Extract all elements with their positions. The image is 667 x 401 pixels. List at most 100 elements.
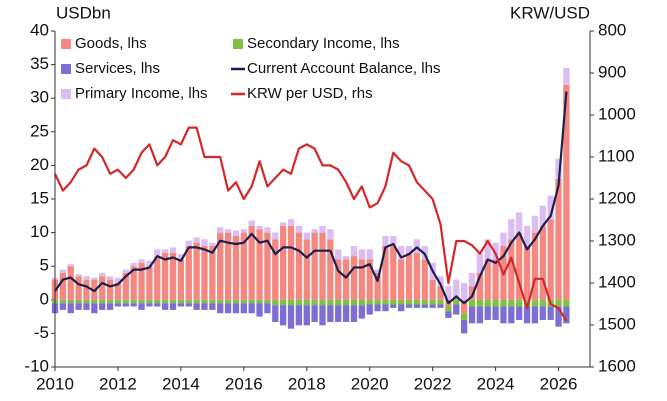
bar (146, 260, 153, 267)
bar (83, 299, 90, 304)
bar (272, 305, 279, 322)
bar (99, 299, 106, 304)
bar (421, 299, 428, 305)
bar (185, 303, 192, 307)
x-tick-label: 2014 (162, 374, 200, 393)
bar (350, 305, 358, 322)
bar (508, 306, 515, 324)
bar (177, 254, 185, 260)
bar (555, 158, 562, 179)
bar (539, 299, 546, 307)
bar (264, 299, 271, 304)
bar (280, 225, 287, 300)
bar (476, 252, 483, 273)
x-tick-label: 2022 (414, 374, 452, 393)
y2-tick-label: 900 (598, 62, 626, 81)
bar (138, 262, 145, 300)
bar (217, 299, 224, 304)
bar (390, 299, 397, 305)
y2-tick-label: 1500 (598, 314, 636, 333)
bar (138, 299, 145, 304)
bar (516, 306, 523, 320)
bar (484, 259, 491, 300)
bar (390, 246, 397, 300)
bar (280, 299, 287, 306)
y2-tick-label: 1000 (598, 104, 636, 123)
bar (303, 305, 310, 326)
bar (453, 304, 460, 315)
bar (295, 299, 303, 306)
y-tick-label: 15 (30, 188, 49, 207)
bar (429, 304, 436, 308)
bar (130, 266, 137, 300)
bar (555, 178, 562, 300)
bar (398, 246, 405, 260)
bar (287, 305, 295, 329)
bar (59, 299, 67, 304)
bar (303, 299, 310, 306)
bar (390, 235, 397, 247)
bar (106, 279, 114, 300)
bar (311, 305, 318, 322)
bar (460, 319, 468, 334)
bar (366, 304, 373, 315)
bar (256, 299, 263, 304)
bar (547, 219, 554, 300)
bar (280, 305, 287, 326)
y-axis-label: USDbn (56, 3, 111, 22)
bar (437, 286, 444, 300)
bar (382, 304, 389, 312)
bar (327, 229, 334, 240)
bar (350, 256, 358, 300)
bar (106, 299, 114, 304)
bar (122, 303, 129, 307)
bar (193, 237, 200, 243)
bar (59, 269, 67, 273)
bar (154, 256, 161, 300)
bar (224, 303, 232, 314)
bar (232, 299, 240, 304)
bar (169, 247, 177, 253)
bar (185, 299, 192, 304)
bar (201, 246, 208, 300)
bar (492, 259, 499, 300)
bar (335, 299, 342, 306)
bar (460, 313, 468, 320)
bar (492, 242, 499, 260)
bar (311, 299, 318, 306)
bar (130, 299, 137, 304)
bar (437, 304, 444, 308)
bar (75, 303, 82, 310)
legend-swatch (61, 89, 71, 99)
bar (99, 272, 106, 277)
bar (319, 299, 326, 306)
bar (523, 246, 531, 300)
bar (492, 306, 499, 320)
bar (201, 299, 208, 304)
bar (224, 299, 232, 304)
bar (295, 305, 303, 326)
bar (492, 299, 499, 307)
bar (99, 276, 106, 300)
bar (177, 303, 185, 307)
y-tick-label: 25 (30, 121, 49, 140)
bar (138, 259, 145, 263)
bar (366, 259, 373, 300)
y2-tick-label: 1200 (598, 188, 636, 207)
bar (91, 303, 98, 314)
bar (516, 212, 523, 233)
bar (342, 259, 350, 300)
bar (162, 303, 169, 310)
bar (374, 269, 381, 273)
bar (531, 215, 539, 233)
bar (311, 232, 318, 300)
bar (405, 304, 413, 308)
bar (319, 232, 326, 300)
bar (539, 225, 546, 300)
bar (327, 305, 334, 322)
bar (83, 279, 90, 300)
y-tick-label: -5 (34, 323, 49, 342)
bar (563, 299, 570, 307)
bar (445, 306, 452, 312)
bar (437, 276, 444, 287)
